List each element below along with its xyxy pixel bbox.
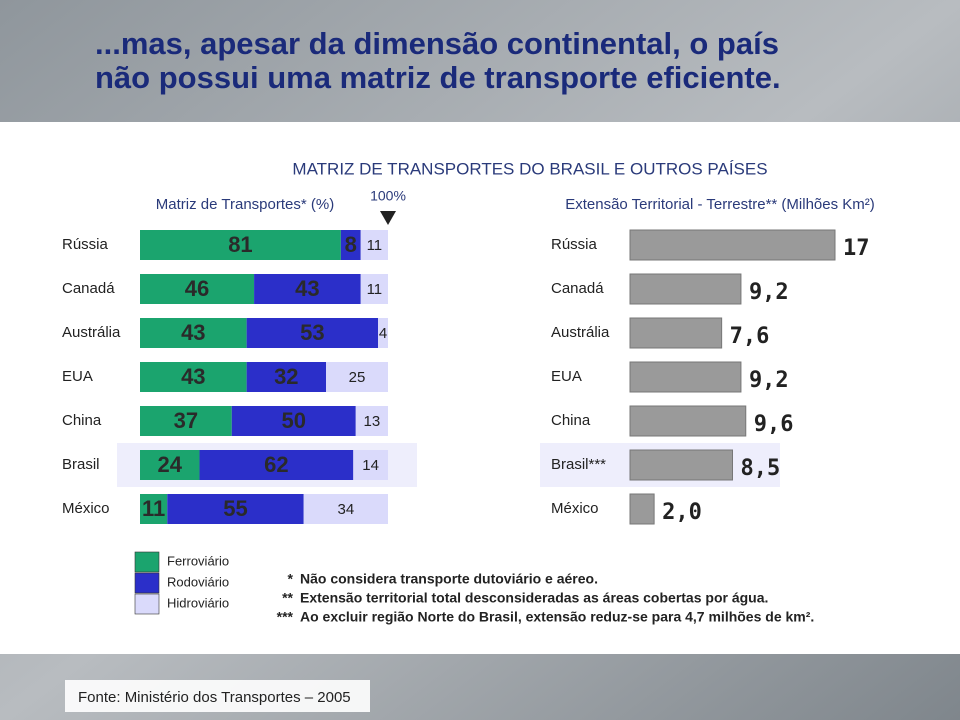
bar-segment: [199, 450, 354, 480]
segment-label: 24: [158, 452, 183, 477]
segment-label-small: 25: [349, 369, 366, 386]
bar-segment: [326, 362, 388, 392]
bar-segment: [246, 318, 379, 348]
category-label: Brasil: [62, 456, 100, 473]
bar-segment: [140, 450, 200, 480]
category-label: EUA: [551, 368, 582, 385]
bar-segment: [246, 362, 326, 392]
segment-label-small: 4: [379, 325, 387, 342]
category-label: Brasil***: [551, 456, 606, 473]
bar-segment: [303, 494, 388, 524]
value-label: 7,6: [730, 324, 770, 349]
segment-label: 43: [181, 364, 205, 389]
segment-label-small: 34: [337, 501, 354, 518]
bar-segment: [167, 494, 304, 524]
category-label: Austrália: [62, 324, 121, 341]
bar-segment: [360, 230, 388, 260]
legend-swatch: [134, 593, 160, 615]
category-label: Rússia: [551, 236, 598, 253]
bar-segment: [140, 406, 232, 436]
bar: [629, 493, 655, 525]
segment-label: 37: [174, 408, 198, 433]
footnote-text: Extensão territorial total desconsiderad…: [300, 590, 768, 606]
legend-label: Ferroviário: [167, 553, 229, 568]
category-label: China: [551, 412, 591, 429]
segment-label-small: 13: [364, 413, 381, 430]
right-subtitle: Extensão Territorial - Terrestre** (Milh…: [565, 196, 875, 213]
segment-label: 50: [282, 408, 306, 433]
value-label: 2,0: [662, 500, 702, 525]
bar-segment: [140, 274, 255, 304]
category-label: México: [551, 500, 599, 517]
charts: Rússia 81 8 11 Canadá 46 43 11 Austrália 43 53 4 EUA…: [62, 229, 870, 625]
segment-label: 55: [223, 496, 247, 521]
footnote-marker: *: [288, 571, 294, 587]
segment-label-small: 11: [367, 237, 383, 254]
bar-segment: [140, 494, 168, 524]
bar-segment: [140, 318, 247, 348]
footnote-marker: **: [282, 590, 293, 606]
segment-label: 43: [295, 276, 319, 301]
bar-segment: [378, 318, 388, 348]
segment-label: 81: [228, 232, 252, 257]
category-label: EUA: [62, 368, 93, 385]
category-label: México: [62, 500, 110, 517]
title-line: não possui uma matriz de transporte efic…: [95, 60, 781, 95]
segment-label: 53: [300, 320, 324, 345]
bar-segment: [231, 406, 356, 436]
footnote-text: Não considera transporte dutoviário e aé…: [300, 571, 598, 587]
bar-segment: [340, 230, 361, 260]
segment-label-small: 14: [362, 457, 379, 474]
category-label: Canadá: [62, 280, 115, 297]
segment-label: 62: [264, 452, 288, 477]
title-line: ...mas, apesar da dimensão continental, …: [95, 26, 779, 61]
footnote-text: Ao excluir região Norte do Brasil, exten…: [300, 609, 814, 625]
segment-label-small: 11: [367, 281, 383, 298]
marker-arrow: [380, 211, 396, 225]
category-label: China: [62, 412, 102, 429]
segment-label: 8: [345, 232, 357, 257]
value-label: 17: [843, 236, 870, 261]
legend-label: Hidroviário: [167, 595, 229, 610]
bar-segment: [360, 274, 388, 304]
bar: [629, 229, 836, 261]
bar: [629, 361, 742, 393]
source-box: [65, 680, 370, 712]
bar-segment: [355, 406, 388, 436]
bar-segment: [140, 362, 247, 392]
legend-label: Rodoviário: [167, 574, 229, 589]
bar-segment: [254, 274, 361, 304]
bar-segment: [353, 450, 388, 480]
bar: [629, 449, 733, 481]
bar: [629, 317, 723, 349]
segment-label: 11: [142, 496, 165, 521]
value-label: 9,2: [749, 280, 789, 305]
category-label: Canadá: [551, 280, 604, 297]
value-label: 9,2: [749, 368, 789, 393]
heading: MATRIZ DE TRANSPORTES DO BRASIL E OUTROS…: [292, 159, 767, 178]
bar: [629, 273, 742, 305]
legend-swatch: [134, 572, 160, 594]
value-label: 8,5: [741, 456, 781, 481]
category-label: Austrália: [551, 324, 610, 341]
bar-segment: [140, 230, 341, 260]
segment-label: 43: [181, 320, 205, 345]
source: Fonte: Ministério dos Transportes – 2005: [78, 689, 351, 706]
value-label: 9,6: [754, 412, 794, 437]
category-label: Rússia: [62, 236, 109, 253]
segment-label: 32: [274, 364, 298, 389]
footnote-marker: ***: [277, 609, 294, 625]
annotation: 100%: [370, 188, 406, 204]
bar: [629, 405, 747, 437]
segment-label: 46: [185, 276, 209, 301]
left-subtitle: Matriz de Transportes* (%): [156, 196, 334, 213]
legend-swatch: [134, 551, 160, 573]
